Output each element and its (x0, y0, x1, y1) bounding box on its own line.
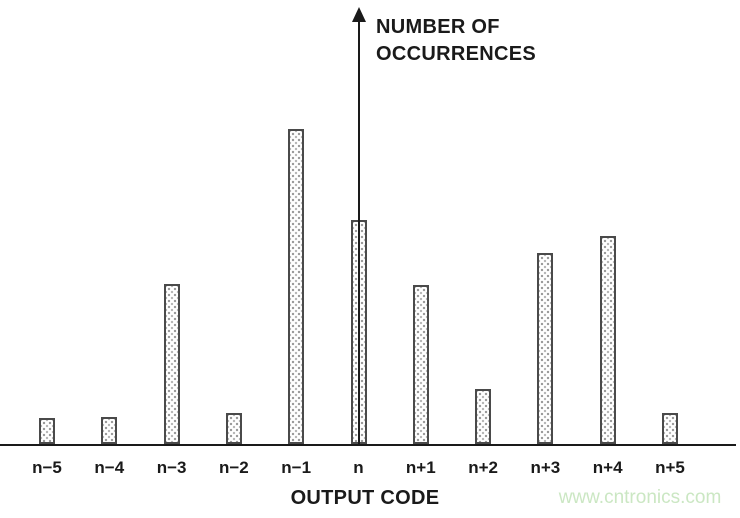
bar-n-5 (39, 418, 55, 444)
x-tick-label-n+4: n+4 (592, 458, 623, 477)
x-axis-line (0, 444, 736, 446)
y-axis-arrowhead-icon (352, 7, 366, 22)
bar-n+1 (412, 285, 429, 444)
x-tick-label-n+1: n+1 (405, 458, 436, 477)
y-axis-title: NUMBER OF OCCURRENCES (376, 14, 536, 68)
x-tick-label-n-4: n−4 (94, 458, 125, 477)
x-tick-label-n-2: n−2 (219, 458, 249, 477)
x-axis-title: OUTPUT CODE (290, 487, 440, 509)
bar-n-2 (225, 413, 242, 444)
watermark-text: www.cntronics.com (558, 487, 722, 508)
bar-n+2 (475, 389, 492, 444)
y-axis-title-line1: NUMBER OF (376, 16, 500, 38)
x-tick-label-n-1: n−1 (281, 458, 312, 477)
y-axis-line (358, 13, 360, 444)
y-axis-title-line2: OCCURRENCES (376, 43, 536, 65)
bar-n-1 (288, 129, 305, 444)
x-tick-label-n-5: n−5 (32, 458, 62, 477)
bar-n-4 (101, 417, 118, 444)
x-tick-label-n: n (353, 458, 364, 477)
x-tick-label-n+3: n+3 (530, 458, 561, 477)
bar-n-3 (163, 284, 180, 444)
bar-n+3 (537, 253, 554, 444)
x-tick-label-n-3: n−3 (156, 458, 187, 477)
x-tick-label-n+5: n+5 (655, 458, 685, 477)
x-tick-label-n+2: n+2 (468, 458, 498, 477)
bar-n+4 (599, 236, 616, 444)
bar-n+5 (662, 413, 678, 444)
